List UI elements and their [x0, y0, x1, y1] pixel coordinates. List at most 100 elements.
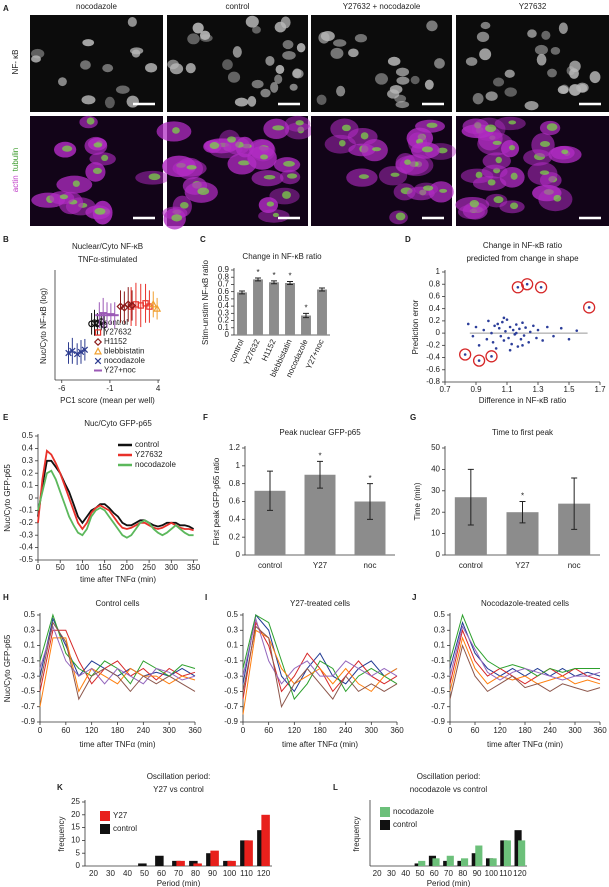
microtubules: [238, 160, 250, 166]
x-tick-label: 20: [89, 869, 98, 878]
marker-shape: [521, 321, 524, 325]
legend-label: Y27632: [135, 450, 163, 459]
y-tick-label: 10: [71, 836, 80, 845]
legend-swatch: [380, 820, 390, 830]
point: [471, 334, 475, 338]
nucleus: [541, 30, 551, 40]
nucleus: [282, 50, 296, 60]
panel-letter: H: [3, 593, 9, 602]
x-tick-label: 40: [401, 869, 410, 878]
nucleus: [282, 39, 294, 50]
y-axis-label: Prediction error: [411, 299, 420, 354]
nucleus: [387, 56, 401, 66]
series-line: [39, 624, 196, 685]
nucleus: [476, 31, 490, 43]
point: [516, 345, 520, 348]
y-axis-label: First peak GFP-p65 ratio: [212, 457, 221, 545]
y-tick-label: 0.1: [218, 323, 230, 332]
marker-shape: [494, 347, 498, 350]
x-tick-label: 40: [123, 869, 132, 878]
legend-label: control: [393, 820, 417, 829]
marker-shape: [501, 320, 504, 324]
point: [491, 340, 495, 344]
nucleus: [185, 63, 196, 74]
nucleus: [395, 101, 410, 109]
y-tick-label: 10: [431, 529, 440, 538]
microtubules: [101, 154, 109, 162]
error-bar: [303, 312, 309, 319]
point: [504, 329, 507, 333]
point: [472, 354, 486, 367]
y-tick-label: 20: [71, 810, 80, 819]
marker-shape: [516, 285, 520, 289]
legend-label: control: [113, 824, 137, 833]
x-tick-label: 70: [174, 869, 183, 878]
marker-shape: [575, 329, 579, 332]
y-tick-label: -0.7: [21, 702, 35, 711]
y-axis-label: Nuc/Cyto GFP-p65: [3, 634, 12, 702]
bar: [460, 858, 469, 866]
x-tick-label: 0: [448, 726, 453, 735]
marker-shape: [491, 340, 495, 344]
marker-shape: [482, 328, 486, 332]
marker-shape: [510, 342, 513, 346]
point: [575, 329, 579, 332]
nucleus: [504, 69, 515, 78]
point: [482, 328, 486, 332]
microtubules: [260, 154, 269, 160]
microtubules: [510, 172, 518, 180]
microtubules: [86, 117, 95, 125]
nucleus: [493, 77, 505, 87]
marker-shape: [490, 331, 493, 335]
x-tick-label: 180: [111, 726, 125, 735]
series-line: [39, 629, 196, 692]
point: [519, 337, 523, 341]
microtubules: [426, 122, 438, 128]
point: [496, 322, 500, 326]
y-tick-label: 0.6: [229, 497, 241, 506]
nucleus: [480, 21, 491, 30]
y-tick-label: 0.5: [434, 610, 446, 619]
series-line: [449, 643, 601, 700]
x-tick-label: 1.1: [501, 385, 513, 394]
series-line: [242, 629, 398, 715]
y-tick-label: -0.9: [431, 717, 445, 726]
error-bar: [571, 477, 578, 530]
y-tick-label: -0.6: [426, 365, 440, 374]
y-axis-label: Nuc/Cyto GFP-p65: [3, 464, 12, 532]
marker-shape: [149, 299, 158, 308]
y-tick-label: -0.7: [224, 702, 238, 711]
nucleus: [145, 62, 158, 73]
point: [507, 336, 510, 340]
y-tick-label: -0.1: [21, 656, 35, 665]
microtubules: [546, 123, 558, 131]
marker-shape: [552, 334, 555, 338]
x-tick-label: control: [258, 561, 282, 570]
bar: [269, 282, 279, 335]
x-tick-label: 60: [61, 726, 70, 735]
point: [485, 350, 498, 363]
marker-shape: [541, 339, 544, 342]
marker-shape: [65, 349, 72, 357]
x-tick-label: 120: [513, 869, 527, 878]
y-tick-label: 0.5: [218, 294, 230, 303]
nucleus: [227, 71, 241, 83]
x-tick-label: 1.7: [594, 385, 606, 394]
panel-letter: I: [205, 593, 207, 602]
bar: [193, 863, 202, 866]
marker-shape: [502, 339, 506, 342]
y-tick-label: -0.1: [431, 656, 445, 665]
microtubules: [341, 124, 351, 132]
bar: [244, 840, 253, 866]
y-tick-label: -0.5: [224, 687, 238, 696]
significance: *: [304, 303, 307, 312]
y-tick-label: -0.5: [431, 687, 445, 696]
microtubules: [272, 212, 279, 218]
x-tick-label: 240: [339, 726, 353, 735]
nucleus: [289, 83, 298, 91]
chart-title: Nocodazole-treated cells: [481, 599, 569, 608]
marker-shape: [522, 334, 526, 337]
marker-shape: [142, 300, 149, 307]
nucleus: [275, 64, 285, 74]
microtubules: [492, 140, 502, 146]
